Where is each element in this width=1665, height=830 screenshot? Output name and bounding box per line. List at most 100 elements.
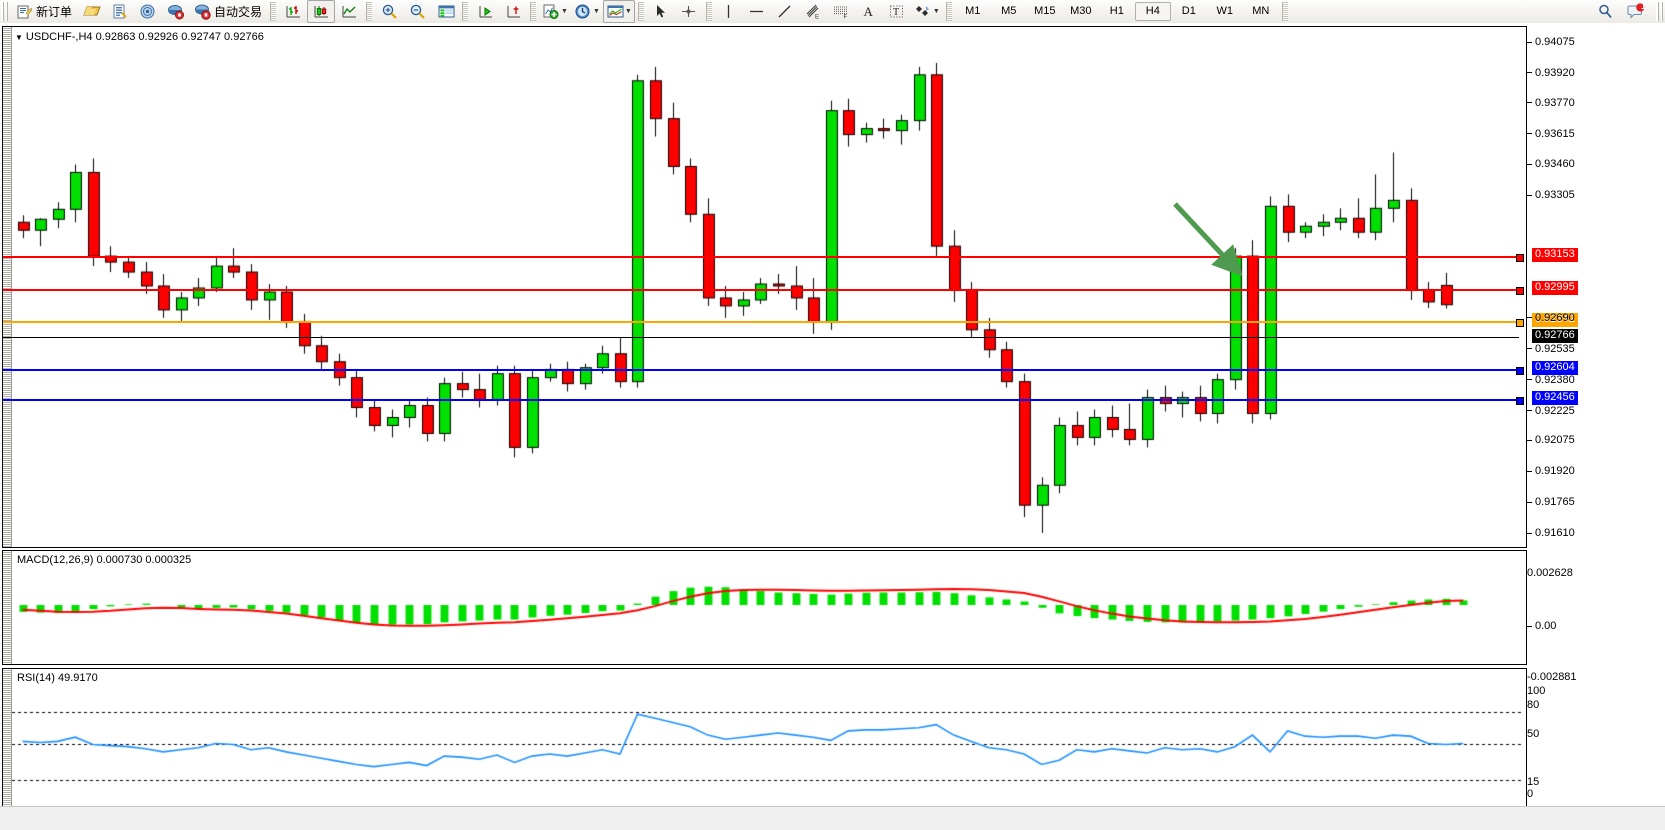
- notification-count: 1: [1640, 1, 1646, 11]
- price-level-handle[interactable]: [1516, 397, 1524, 405]
- navigator-button[interactable]: [133, 0, 161, 23]
- price-tag-support-4[interactable]: 0.92604: [1532, 361, 1578, 375]
- zoom-in-button[interactable]: [375, 0, 403, 23]
- price-panel-scroll-grip[interactable]: [3, 27, 12, 547]
- timeframe-m15[interactable]: M15: [1034, 5, 1056, 17]
- crosshair-button[interactable]: [675, 0, 703, 23]
- macd-axis-tick-label: 0.002628: [1527, 567, 1573, 579]
- price-axis[interactable]: 0.93153 0.92995 0.92842 0.92766 0.92604 0.924…: [1527, 23, 1665, 807]
- chevron-down-icon[interactable]: ▼: [592, 8, 600, 15]
- price-tag-resistance-1[interactable]: 0.92995: [1532, 281, 1578, 295]
- timeframe-m30[interactable]: M30: [1070, 5, 1092, 17]
- price-axis-tick: 0.92225: [1527, 405, 1575, 417]
- price-panel[interactable]: ▼USDCHF-,H4 0.92863 0.92926 0.92747 0.92…: [2, 26, 1527, 548]
- price-candles-canvas[interactable]: [12, 27, 1523, 547]
- price-axis-tick-label: 0.93305: [1535, 189, 1575, 202]
- price-level-support-5[interactable]: [3, 397, 1524, 405]
- chart-area: ▼USDCHF-,H4 0.92863 0.92926 0.92747 0.92…: [0, 23, 1665, 830]
- timeframe-h1[interactable]: H1: [1109, 5, 1124, 17]
- indicators-button[interactable]: ▼: [539, 0, 571, 23]
- timeframe-d1[interactable]: D1: [1181, 5, 1196, 17]
- fibonacci-button[interactable]: F: [827, 0, 855, 23]
- timeframe-m5[interactable]: M5: [1001, 5, 1017, 17]
- search-icon: [1597, 3, 1614, 20]
- indicators-icon: [542, 3, 559, 20]
- price-axis-tick-label: 0.92225: [1535, 404, 1575, 417]
- price-axis-tick-label: 0.94075: [1535, 35, 1575, 48]
- chevron-down-icon[interactable]: ▼: [932, 8, 940, 15]
- price-level-current-price-3[interactable]: [3, 337, 1519, 338]
- chart-shift-button[interactable]: [499, 0, 527, 23]
- vertical-line-button[interactable]: [715, 0, 743, 23]
- price-tag-current-price-3[interactable]: 0.92766: [1532, 329, 1578, 343]
- timeframe-m1[interactable]: M1: [965, 5, 981, 17]
- price-axis-tick: 0.91610: [1527, 527, 1575, 539]
- price-tag-pivot-2[interactable]: 0.92842: [1532, 313, 1578, 327]
- macd-axis-tick-label: 0.00: [1535, 620, 1557, 632]
- price-level-support-4[interactable]: [3, 367, 1524, 375]
- auto-trading-button[interactable]: 自动交易: [189, 0, 267, 23]
- toolbar-grip-right[interactable]: [1656, 2, 1664, 21]
- rsi-axis-tick-label: 0: [1527, 788, 1534, 800]
- macd-axis-tick: 0.00: [1527, 620, 1556, 632]
- text-icon: A: [860, 3, 877, 20]
- text-label-button[interactable]: T: [883, 0, 911, 23]
- timeframe-mn[interactable]: MN: [1252, 5, 1270, 17]
- macd-axis-tick-label: -0.002881: [1527, 671, 1577, 683]
- equidistant-channel-button[interactable]: E: [799, 0, 827, 23]
- folder-button[interactable]: [77, 0, 105, 23]
- templates-button[interactable]: ▼: [602, 0, 635, 23]
- horizontal-line-button[interactable]: [743, 0, 771, 23]
- macd-panel[interactable]: MACD(12,26,9) 0.000730 0.000325: [2, 550, 1527, 665]
- price-level-resistance-1[interactable]: [3, 287, 1524, 295]
- price-level-handle[interactable]: [1516, 367, 1524, 375]
- toolbar-grip[interactable]: [1, 2, 9, 21]
- terminal-button[interactable]: [161, 0, 189, 23]
- data-window-icon: [437, 3, 455, 20]
- text-button[interactable]: A: [855, 0, 883, 23]
- auto-scroll-button[interactable]: [471, 0, 499, 23]
- price-tag-resistance-0[interactable]: 0.93153: [1532, 248, 1578, 262]
- trendline-button[interactable]: [771, 0, 799, 23]
- price-tag-support-5[interactable]: 0.92456: [1532, 391, 1578, 405]
- new-order-button[interactable]: 新订单: [11, 0, 77, 23]
- timeframe-h4[interactable]: H4: [1134, 2, 1171, 21]
- market-watch-button[interactable]: [105, 0, 133, 23]
- chevron-down-icon[interactable]: ▼: [561, 8, 568, 15]
- cursor-button[interactable]: [647, 0, 675, 23]
- chevron-down-icon[interactable]: ▼: [624, 8, 632, 15]
- toolbar-separator-8: [1281, 2, 1288, 21]
- toolbar-separator-3: [462, 2, 469, 21]
- rsi-panel[interactable]: RSI(14) 49.9170: [2, 668, 1527, 807]
- search-button[interactable]: [1591, 0, 1619, 23]
- price-axis-tick: 0.93615: [1527, 128, 1575, 140]
- price-level-handle[interactable]: [1516, 254, 1524, 262]
- price-axis-tick: 0.92380: [1527, 374, 1575, 386]
- bar-chart-button[interactable]: [279, 0, 307, 23]
- price-level-pivot-2[interactable]: [3, 319, 1524, 327]
- candlestick-chart-icon: [313, 3, 330, 20]
- text-label-icon: T: [888, 3, 905, 20]
- data-window-button[interactable]: [431, 0, 459, 23]
- shapes-button[interactable]: ▼: [911, 0, 943, 23]
- zoom-out-button[interactable]: [403, 0, 431, 23]
- price-level-handle[interactable]: [1516, 319, 1524, 327]
- price-level-resistance-0[interactable]: [3, 254, 1524, 262]
- timeframe-w1[interactable]: W1: [1216, 5, 1234, 17]
- rsi-axis-tick-label: 50: [1527, 728, 1540, 740]
- price-level-handle[interactable]: [1516, 287, 1524, 295]
- toolbar-separator-5: [637, 2, 644, 21]
- notification-button[interactable]: 1: [1621, 0, 1649, 23]
- down-arrow-annotation[interactable]: [1153, 182, 1263, 292]
- line-chart-button[interactable]: [335, 0, 363, 23]
- macd-panel-scroll-grip[interactable]: [3, 551, 12, 664]
- svg-text:F: F: [844, 15, 848, 21]
- candlestick-chart-button[interactable]: [307, 0, 336, 23]
- auto-trading-label: 自动交易: [214, 5, 263, 19]
- zoom-in-icon: [381, 3, 398, 20]
- rsi-panel-scroll-grip[interactable]: [3, 669, 12, 806]
- periods-button[interactable]: ▼: [571, 0, 603, 23]
- line-chart-icon: [341, 3, 358, 20]
- price-axis-tick-label: 0.91920: [1535, 465, 1575, 478]
